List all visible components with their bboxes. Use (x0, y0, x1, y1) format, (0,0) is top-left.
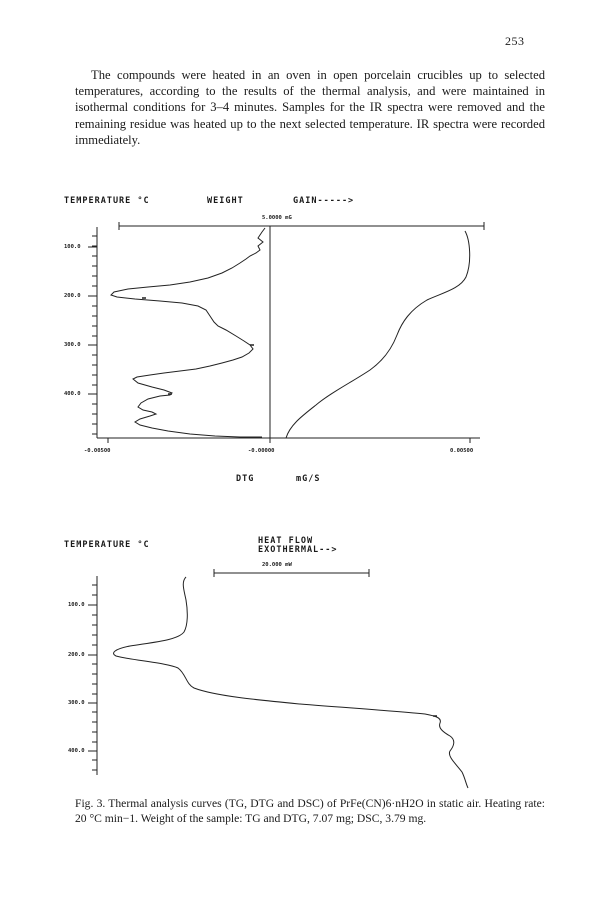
top-y-major-ticks (88, 246, 97, 395)
top-temperature-label: TEMPERATURE °C (64, 196, 150, 206)
top-x-label-unit: mG/S (296, 474, 321, 484)
bottom-y-tick-100: 100.0 (68, 602, 85, 608)
bottom-temperature-label: TEMPERATURE °C (64, 540, 150, 550)
bottom-y-major-ticks (88, 604, 97, 752)
top-y-minor-ticks (92, 235, 97, 435)
top-y-tick-400: 400.0 (64, 391, 81, 397)
top-weight-label: WEIGHT (207, 196, 244, 206)
top-x-tick-zero: -0.00000 (248, 448, 275, 454)
bottom-y-tick-300: 300.0 (68, 700, 85, 706)
top-x-tick-left: -0.00500 (84, 448, 111, 454)
top-y-tick-100: 100.0 (64, 244, 81, 250)
top-x-label-dtg: DTG (236, 474, 255, 484)
page-number: 253 (505, 34, 525, 48)
dsc-curve (113, 576, 469, 789)
figure-caption: Fig. 3. Thermal analysis curves (TG, DTG… (75, 797, 545, 825)
top-y-tick-200: 200.0 (64, 293, 81, 299)
intro-paragraph: The compounds were heated in an oven in … (75, 68, 545, 147)
bottom-y-tick-200: 200.0 (68, 652, 85, 658)
tg-curve (285, 230, 471, 439)
bottom-heat-flow-label: HEAT FLOW (258, 536, 314, 546)
top-gain-label: GAIN-----> (293, 196, 355, 206)
top-x-tick-right: 0.00500 (450, 448, 474, 454)
bottom-y-tick-400: 400.0 (68, 748, 85, 754)
top-scale-label: 5.0000 mG (262, 215, 292, 221)
top-y-tick-300: 300.0 (64, 342, 81, 348)
bottom-y-minor-ticks (92, 584, 97, 771)
dtg-curve (110, 227, 266, 438)
bottom-exothermal-label: EXOTHERMAL--> (258, 545, 338, 555)
bottom-scale-label: 20.000 mW (262, 562, 292, 568)
